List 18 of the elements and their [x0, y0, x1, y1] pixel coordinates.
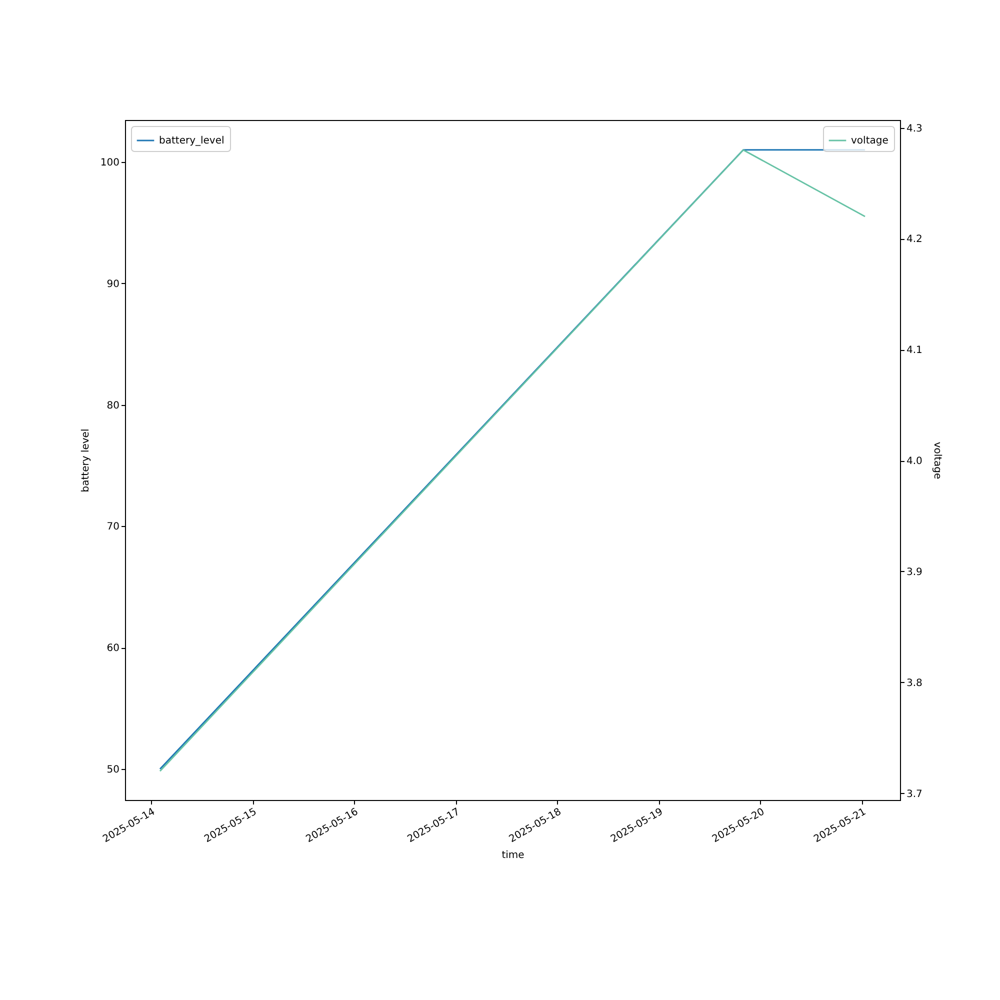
legend-label: voltage — [851, 136, 888, 146]
legend-label: battery_level — [159, 136, 224, 146]
x-axis-title: time — [502, 850, 524, 862]
y2-tick-label: 4.0 — [906, 456, 922, 468]
y-tick-label: 50 — [106, 764, 120, 776]
y2-axis-title: voltage — [931, 442, 942, 480]
y-tick-label: 90 — [106, 278, 120, 290]
y2-tick-label: 4.1 — [906, 345, 922, 356]
y-axis-title: battery level — [80, 428, 92, 492]
y2-tick-label: 3.7 — [906, 788, 922, 800]
y-tick-label: 60 — [106, 643, 120, 654]
y2-tick-label: 3.9 — [906, 566, 922, 578]
y2-tick-label: 3.8 — [906, 678, 922, 689]
y-tick-label: 100 — [100, 158, 120, 169]
y2-tick-label: 4.3 — [906, 123, 922, 134]
y-tick-label: 80 — [106, 400, 120, 412]
y-tick-label: 70 — [106, 522, 120, 533]
y2-tick-label: 4.2 — [906, 234, 922, 246]
